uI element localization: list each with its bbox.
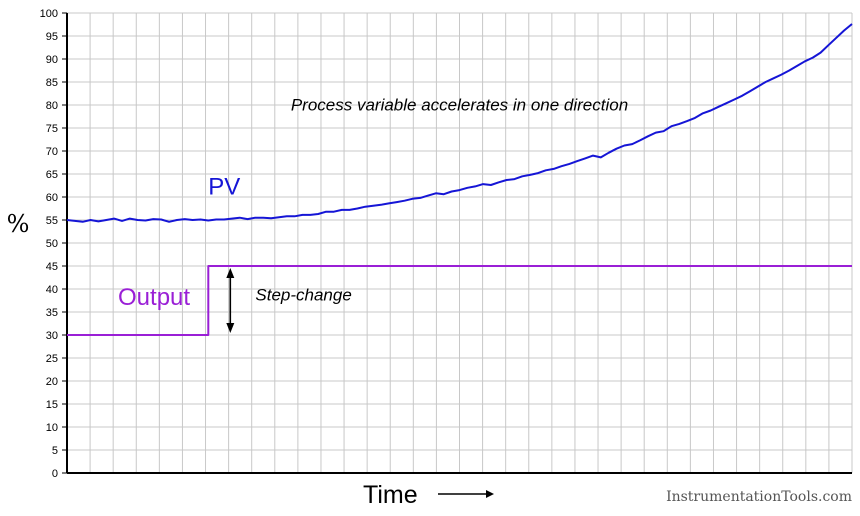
y-tick-label: 45: [46, 261, 58, 273]
y-tick-label: 70: [46, 146, 58, 158]
y-tick-label: 75: [46, 123, 58, 135]
step-arrow-up-head: [226, 268, 235, 278]
y-tick-label: 35: [46, 307, 58, 319]
y-tick-label: 65: [46, 169, 58, 181]
grid: [67, 12, 853, 474]
y-tick-label: 85: [46, 77, 58, 89]
axes: [66, 13, 852, 474]
y-tick-label: 100: [40, 8, 58, 20]
pv-series-label: PV: [208, 174, 240, 201]
series-line-pv: [66, 23, 853, 223]
y-tick-label: 10: [46, 422, 58, 434]
y-tick-label: 90: [46, 54, 58, 66]
y-tick-label: 25: [46, 353, 58, 365]
y-tick-label: 80: [46, 100, 58, 112]
y-tick-label: 20: [46, 376, 58, 388]
series-lines: [66, 23, 853, 336]
y-tick-label: 40: [46, 284, 58, 296]
y-axis-label: %: [7, 210, 30, 238]
y-tick-label: 0: [52, 468, 58, 480]
y-tick-label: 60: [46, 192, 58, 204]
series-line-output: [67, 265, 852, 336]
y-tick-label: 95: [46, 31, 58, 43]
output-series-label: Output: [118, 284, 190, 311]
step-change-double-arrow-icon: [226, 268, 235, 333]
annotation-pv-accelerates: Process variable accelerates in one dire…: [291, 96, 628, 115]
step-arrow-down-head: [226, 323, 235, 333]
y-tick-label: 55: [46, 215, 58, 227]
y-tick-label: 30: [46, 330, 58, 342]
annotation-step-change: Step-change: [255, 286, 351, 305]
y-tick-label: 5: [52, 445, 58, 457]
y-tick-labels: 0 5 10 15 20 25 30 35 40 45 50 55 60 65 70 75 80 85 90 95 10…: [40, 8, 67, 480]
y-tick-label: 15: [46, 399, 58, 411]
x-axis-label: Time: [363, 481, 418, 509]
y-tick-label: 50: [46, 238, 58, 250]
watermark: InstrumentationTools.com: [666, 489, 852, 505]
